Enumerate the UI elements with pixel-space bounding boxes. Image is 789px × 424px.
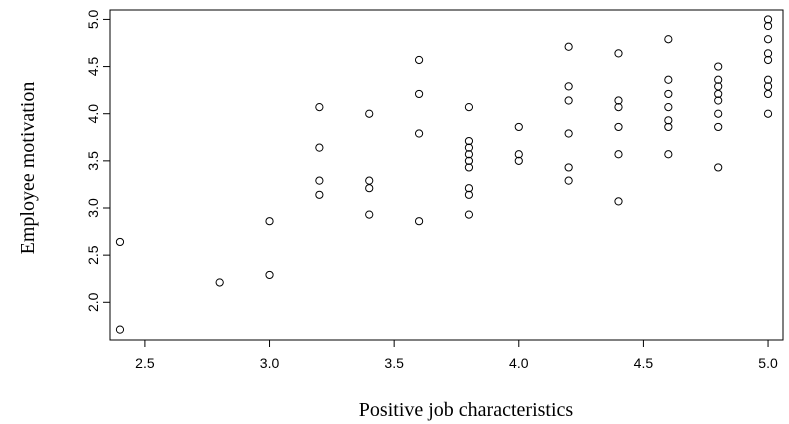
data-point bbox=[464, 163, 474, 172]
data-point bbox=[564, 129, 573, 138]
y-tick-label: 4.5 bbox=[85, 57, 101, 77]
data-point bbox=[614, 122, 623, 132]
data-point bbox=[614, 96, 623, 105]
x-tick-label: 4.0 bbox=[509, 355, 529, 371]
data-point bbox=[664, 75, 673, 84]
data-point bbox=[365, 210, 374, 219]
data-point bbox=[763, 15, 773, 24]
data-point bbox=[315, 190, 324, 199]
x-tick-label: 3.5 bbox=[384, 355, 404, 371]
data-point bbox=[714, 109, 723, 118]
plot-frame bbox=[109, 9, 784, 341]
data-point bbox=[265, 217, 274, 226]
data-point bbox=[714, 89, 723, 99]
data-point bbox=[315, 103, 324, 112]
data-point bbox=[414, 89, 424, 99]
data-point bbox=[664, 35, 673, 44]
x-tick-label: 2.5 bbox=[135, 355, 155, 371]
data-point bbox=[215, 278, 224, 287]
data-point bbox=[464, 150, 474, 159]
data-point bbox=[564, 42, 573, 51]
data-point bbox=[763, 55, 773, 65]
data-point bbox=[614, 49, 623, 58]
data-point bbox=[564, 82, 573, 91]
data-point bbox=[664, 150, 673, 159]
data-point bbox=[514, 156, 523, 165]
data-point bbox=[763, 109, 773, 118]
data-point bbox=[414, 55, 424, 65]
data-point bbox=[315, 176, 324, 185]
data-point bbox=[664, 103, 673, 112]
x-tick-label: 5.0 bbox=[758, 355, 778, 371]
data-point bbox=[714, 122, 723, 132]
data-point bbox=[614, 103, 623, 112]
data-point bbox=[763, 75, 773, 84]
y-tick-label: 3.5 bbox=[85, 151, 101, 171]
data-point bbox=[664, 116, 673, 125]
data-point bbox=[564, 176, 573, 185]
data-point bbox=[664, 122, 673, 132]
data-point bbox=[514, 150, 523, 159]
data-point bbox=[464, 190, 474, 199]
data-point bbox=[315, 143, 324, 152]
y-axis-title: Employee motivation bbox=[17, 82, 39, 255]
data-point bbox=[664, 89, 673, 99]
data-point bbox=[714, 96, 723, 105]
data-point bbox=[464, 103, 474, 112]
data-points bbox=[115, 15, 773, 334]
data-point bbox=[714, 75, 723, 84]
data-point bbox=[365, 109, 374, 118]
data-point bbox=[365, 184, 374, 193]
data-point bbox=[115, 325, 125, 334]
data-point bbox=[763, 35, 773, 44]
y-tick-label: 4.0 bbox=[85, 104, 101, 124]
data-point bbox=[464, 136, 474, 146]
x-axis: 2.5 3.0 3.5 4.0 4.5 5.0 bbox=[135, 340, 778, 371]
x-tick-label: 4.5 bbox=[634, 355, 654, 371]
y-axis: 2.0 2.5 3.0 3.5 4.0 4.5 5.0 bbox=[85, 9, 110, 312]
data-point bbox=[514, 122, 523, 132]
y-tick-label: 3.0 bbox=[85, 198, 101, 218]
data-point bbox=[714, 163, 723, 172]
data-point bbox=[564, 163, 573, 172]
data-point bbox=[464, 156, 474, 165]
data-point bbox=[265, 270, 274, 280]
data-point bbox=[365, 176, 374, 185]
data-point bbox=[614, 150, 623, 159]
data-point bbox=[414, 217, 424, 226]
data-point bbox=[115, 237, 125, 247]
data-point bbox=[763, 21, 773, 31]
y-tick-label: 2.0 bbox=[85, 292, 101, 312]
data-point bbox=[464, 210, 474, 219]
x-axis-title: Positive job characteristics bbox=[359, 399, 574, 421]
data-point bbox=[464, 184, 474, 193]
data-point bbox=[464, 143, 474, 152]
data-point bbox=[564, 96, 573, 105]
data-point bbox=[714, 62, 723, 71]
data-point bbox=[414, 129, 424, 138]
data-point bbox=[763, 89, 773, 99]
y-tick-label: 2.5 bbox=[85, 245, 101, 265]
data-point bbox=[763, 49, 773, 58]
x-tick-label: 3.0 bbox=[260, 355, 280, 371]
data-point bbox=[614, 197, 623, 206]
y-tick-label: 5.0 bbox=[85, 9, 101, 29]
